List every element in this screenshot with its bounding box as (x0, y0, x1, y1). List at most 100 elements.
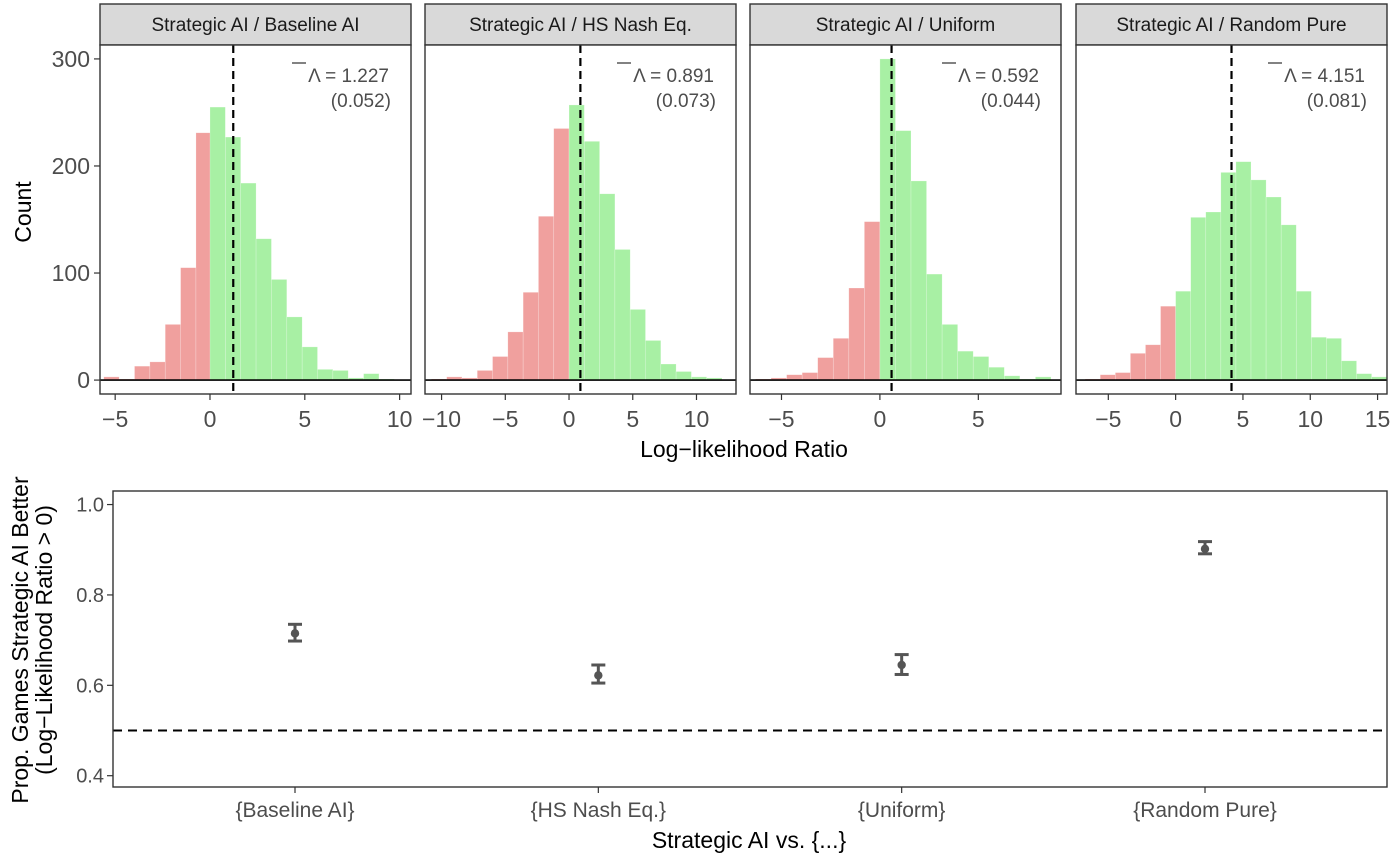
histogram-bar (786, 374, 803, 381)
x-tick-label: 15 (1365, 406, 1391, 432)
facet-panel-4: Strategic AI / Random Pure Λ = 4.151 (0.08… (1075, 3, 1391, 432)
proportion-panel: {Baseline AI} {HS Nash Eq.} {Uniform} {Rand… (76, 490, 1388, 822)
estimate-point (594, 671, 603, 680)
lambda-standard-error: (0.044) (981, 91, 1041, 112)
y-tick-label: 0.4 (76, 766, 104, 788)
lambda-symbol: Λ (958, 66, 971, 87)
histogram-bar (149, 361, 166, 381)
histogram-bar (522, 291, 539, 381)
histogram-bar (1295, 290, 1312, 381)
equals-sign: = (1296, 66, 1318, 87)
histogram-bar (164, 324, 181, 381)
facet-panel-1: Strategic AI / Baseline AI Λ = 1.227 (0.05… (52, 3, 413, 432)
histogram-bar (599, 193, 616, 381)
lambda-mean-value: 1.227 (341, 66, 389, 87)
histogram-bar (675, 371, 692, 381)
histogram-bar (1205, 211, 1222, 381)
category-label: {Random Pure} (1133, 799, 1277, 822)
histogram-bar (195, 132, 212, 381)
histogram-bar (629, 309, 646, 381)
x-tick-label: 0 (1169, 406, 1182, 432)
x-tick-label: −5 (768, 406, 794, 432)
histogram-bar (910, 180, 927, 381)
histogram-bar (1220, 172, 1237, 381)
x-tick-label: 0 (563, 406, 576, 432)
category-label: {Uniform} (858, 799, 946, 822)
histogram-bar (1311, 336, 1327, 381)
histogram-bar (895, 130, 912, 381)
lambda-symbol: Λ (1284, 66, 1297, 87)
x-tick-label: 5 (626, 406, 639, 432)
equals-sign: = (645, 66, 667, 87)
histogram-bar (180, 267, 197, 381)
facet-strip-label: Strategic AI / HS Nash Eq. (469, 15, 692, 36)
histogram-bar (1190, 217, 1207, 381)
histogram-bar (255, 238, 272, 381)
facet-strip (424, 3, 737, 46)
histogram-bar (1280, 224, 1297, 381)
panel-border (1075, 44, 1388, 395)
histogram-bar (1130, 353, 1146, 381)
x-tick-label: 5 (298, 406, 311, 432)
histogram-bar (848, 287, 865, 381)
histogram-bar (301, 346, 318, 381)
histogram-bar (476, 370, 493, 381)
x-tick-label: 0 (874, 406, 887, 432)
histogram-bar (645, 340, 662, 381)
x-tick-label: 10 (684, 406, 710, 432)
histogram-bar (1250, 179, 1267, 381)
histogram-bar (614, 249, 631, 381)
facet-strip-label: Strategic AI / Random Pure (1116, 15, 1346, 36)
lambda-symbol: Λ (308, 66, 321, 87)
facet-strip (749, 3, 1062, 46)
histogram-bar (568, 104, 585, 381)
lambda-mean-value: 0.891 (666, 66, 714, 87)
histogram-bar (1326, 338, 1342, 381)
facet-panel-2: Strategic AI / HS Nash Eq. Λ = 0.891 (0.07… (422, 3, 737, 432)
lambda-symbol: Λ (633, 66, 646, 87)
y-tick-label: 0.8 (76, 585, 104, 607)
histogram-bar (317, 369, 334, 381)
histogram-bar (660, 363, 677, 381)
histogram-bar (941, 324, 958, 381)
y-tick-label: 300 (52, 46, 90, 72)
panel-background (113, 491, 1387, 787)
y-tick-label: 200 (52, 153, 90, 179)
estimate-point (290, 629, 300, 638)
top-x-axis-title: Log−likelihood Ratio (640, 436, 848, 462)
equals-sign: = (320, 66, 342, 87)
histogram-bar (363, 373, 380, 381)
histogram-bar (584, 141, 600, 381)
histogram-bar (1235, 161, 1252, 381)
histogram-bar (271, 279, 288, 381)
lambda-mean-value: 0.592 (991, 66, 1039, 87)
x-tick-label: 5 (1237, 406, 1250, 432)
histogram-bar (134, 365, 151, 381)
bottom-y-axis-title-line1: Prop. Games Strategic AI Better (7, 476, 33, 804)
x-tick-label: −10 (422, 406, 461, 432)
histogram-bar (832, 338, 850, 381)
lambda-mean-value: 4.151 (1317, 66, 1365, 87)
histogram-bar (817, 357, 834, 381)
histogram-bar (1265, 196, 1282, 381)
panel-border (749, 44, 1062, 395)
lambda-standard-error: (0.081) (1307, 91, 1367, 112)
bottom-y-axis-title-line2: (Log−Likelihood Ratio > 0) (31, 505, 57, 775)
histogram-bar (1115, 372, 1131, 381)
facet-panel-3: Strategic AI / Uniform Λ = 0.592 (0.044) −5… (749, 3, 1062, 432)
lambda-annotation: Λ = 1.227 (308, 66, 389, 87)
x-tick-label: 0 (204, 406, 217, 432)
histogram-bar (988, 366, 1005, 381)
category-label: {HS Nash Eq.} (531, 799, 666, 822)
histogram-bar (1341, 360, 1357, 381)
lambda-annotation: Λ = 0.891 (633, 66, 714, 87)
facet-strip (1075, 3, 1388, 46)
histogram-bar (553, 128, 570, 381)
x-tick-label: 10 (1297, 406, 1323, 432)
x-tick-label: 5 (972, 406, 985, 432)
x-tick-label: 10 (387, 406, 413, 432)
lambda-standard-error: (0.052) (331, 91, 391, 112)
lambda-standard-error: (0.073) (656, 91, 716, 112)
histogram-bar (972, 356, 990, 381)
